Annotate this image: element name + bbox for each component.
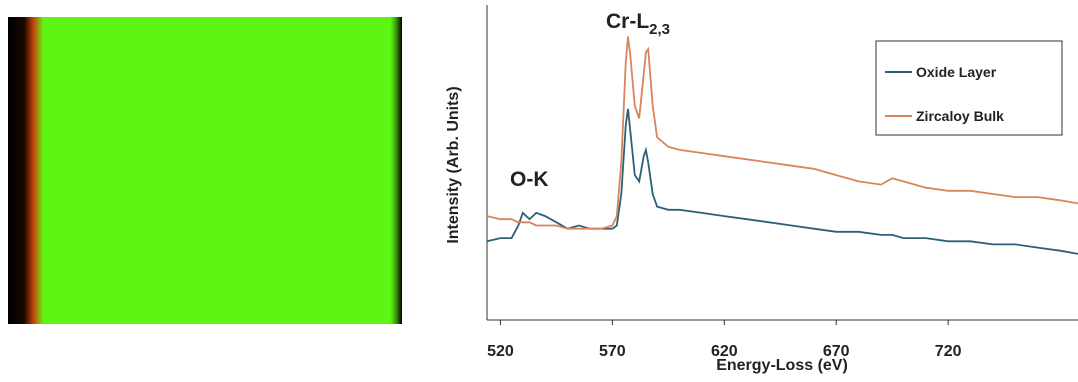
- micrograph: [8, 17, 402, 324]
- map-image: [8, 17, 402, 324]
- x-tick-label: 620: [711, 343, 738, 360]
- x-tick-label: 720: [935, 343, 962, 360]
- annotation-subscript: 2,3: [649, 21, 670, 38]
- x-tick-label: 670: [823, 343, 850, 360]
- annotation: Cr-L2,3: [606, 10, 670, 38]
- x-tick-label: 570: [599, 343, 626, 360]
- page: {"chart_data": {"type": "line", "x": [51…: [0, 0, 1078, 377]
- figure: Energy-Loss (eV) Intensity (Arb. Units) …: [0, 0, 1078, 377]
- x-tick-label: 520: [487, 343, 514, 360]
- annotation-text: Cr-L: [606, 10, 649, 33]
- map-edge: [390, 17, 402, 324]
- annotation: O-K: [510, 168, 549, 191]
- legend-label: Zircaloy Bulk: [916, 108, 1004, 124]
- y-axis-label: Intensity (Arb. Units): [445, 86, 462, 243]
- annotation-text: O-K: [510, 168, 549, 191]
- map-edge: [8, 17, 44, 324]
- legend-label: Oxide Layer: [916, 64, 997, 80]
